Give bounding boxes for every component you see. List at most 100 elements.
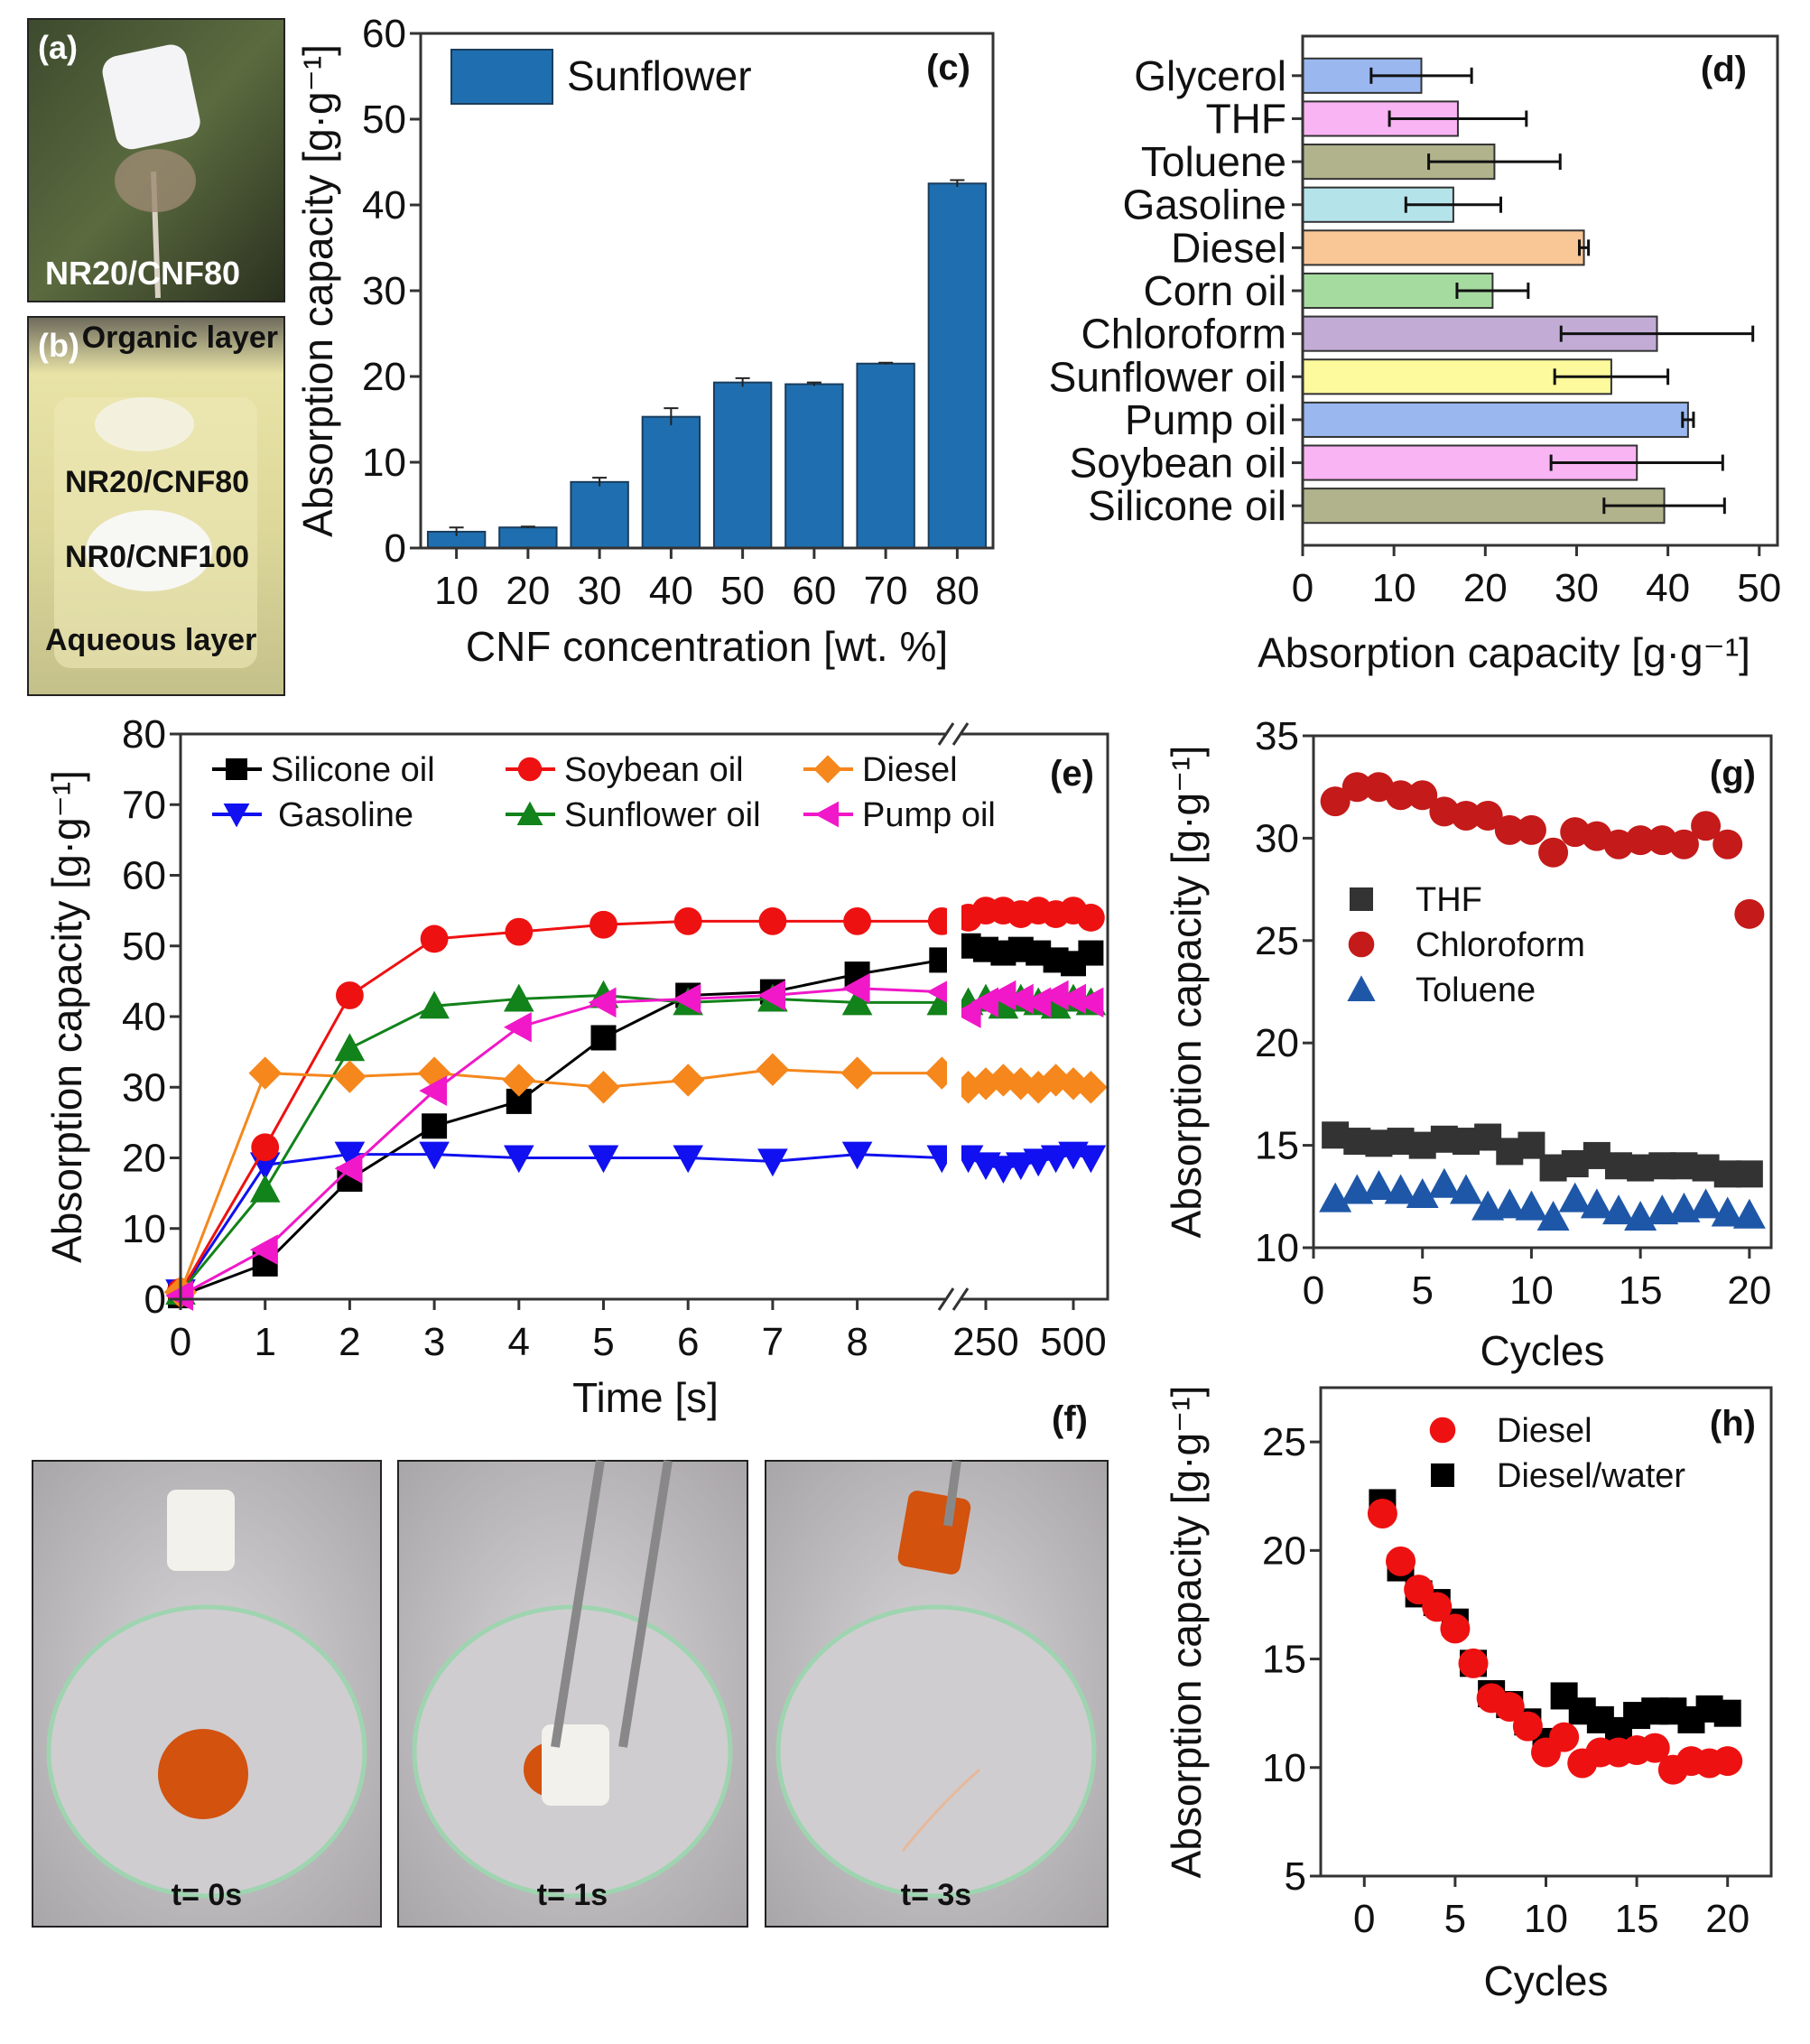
axis-break-mark (937, 1287, 955, 1311)
data-point (1407, 780, 1438, 811)
data-point (1536, 1200, 1570, 1231)
x-tick-label: 60 (792, 569, 836, 613)
data-point (1406, 1178, 1439, 1209)
data-point (672, 1064, 705, 1097)
legend-marker (1429, 1417, 1456, 1444)
data-point (336, 981, 364, 1009)
data-point (1472, 800, 1503, 831)
data-point (1516, 814, 1546, 845)
y-tick-label: 50 (122, 924, 166, 969)
data-point (1040, 1145, 1072, 1174)
legend-label: Chloroform (1416, 926, 1585, 964)
series-thf (1322, 1121, 1763, 1188)
photo-a: (a) NR20/CNF80 (27, 18, 285, 302)
series-line (179, 1153, 942, 1294)
bar (641, 415, 701, 549)
data-point (1386, 780, 1416, 811)
data-point (1422, 1592, 1453, 1622)
x-tick-label: 8 (846, 1320, 868, 1364)
legend-marker (1350, 887, 1373, 911)
panel-label: (h) (1710, 1404, 1756, 1444)
x-tick-label: 2 (339, 1320, 360, 1364)
x-tick-label: 30 (1555, 566, 1599, 610)
x-tick-label: 40 (1646, 566, 1690, 610)
bar (498, 526, 558, 550)
data-point (1450, 1174, 1482, 1204)
y-tick-label: 40 (122, 995, 166, 1039)
data-point (1668, 829, 1699, 859)
category-label: Corn oil (1143, 267, 1286, 314)
legend-label: Toluene (1416, 971, 1536, 1009)
data-point (590, 1025, 617, 1051)
legend-item: Diesel (803, 751, 958, 789)
photo-f: (f) t= 0s t= 1s t= 3s (32, 1399, 1109, 1928)
data-point (1713, 829, 1743, 859)
data-point (1471, 1190, 1505, 1221)
category-label: Sunflower oil (1049, 353, 1286, 400)
data-point (1515, 1190, 1548, 1221)
series-gasoline (165, 1141, 1107, 1307)
legend-marker (516, 801, 543, 825)
x-tick-label: 70 (864, 569, 908, 613)
data-point (417, 1056, 451, 1090)
data-point (419, 1075, 448, 1106)
data-point (673, 1145, 703, 1174)
sample-label-nr0: NR0/CNF100 (65, 540, 249, 574)
chart-g: 0 5 10 15 20 10 15 20 25 30 35 Absorption capacity … (1163, 714, 1773, 1374)
legend-marker (517, 757, 543, 782)
x-tick-label: 0 (170, 1320, 191, 1364)
legend-item: Gasoline (212, 796, 413, 834)
data-point (1493, 1188, 1527, 1219)
data-point (1734, 898, 1765, 929)
data-point (841, 1141, 873, 1170)
data-point (756, 1053, 790, 1086)
data-point (1006, 1152, 1036, 1181)
data-point (1320, 786, 1351, 817)
data-point (334, 1141, 366, 1170)
y-tick-label: 0 (144, 1278, 166, 1322)
x-tick-label: 20 (1463, 566, 1508, 610)
data-point (334, 1033, 366, 1062)
data-point (1735, 1160, 1763, 1188)
category-label: Glycerol (1134, 52, 1286, 99)
data-point (1494, 814, 1525, 845)
data-point (1602, 1194, 1635, 1225)
x-tick-label: 0 (1353, 1897, 1375, 1941)
x-tick-label: 15 (1615, 1897, 1659, 1941)
organic-layer-label: Organic layer (82, 321, 278, 355)
data-point (505, 917, 534, 946)
data-point (841, 972, 870, 1004)
y-axis-title: Absorption capacity [g·g⁻¹] (294, 44, 341, 537)
bar (570, 480, 629, 549)
x-tick-label: 1 (254, 1320, 275, 1364)
x-axis-title: Cycles (1480, 1327, 1604, 1374)
data-point (1023, 1148, 1054, 1177)
data-point (969, 1067, 1003, 1101)
data-point (1367, 1498, 1397, 1528)
x-tick-label: 10 (1524, 1897, 1568, 1941)
data-point (588, 987, 617, 1018)
category-label: Toluene (1141, 138, 1286, 185)
series-silicone-oil (168, 933, 1104, 1309)
x-tick-label: 20 (1705, 1897, 1750, 1941)
x-tick-label: 3 (423, 1320, 445, 1364)
y-tick-label: 20 (362, 355, 406, 399)
data-point (249, 1174, 281, 1203)
legend-label: Sunflower oil (564, 796, 761, 834)
data-point (1512, 1711, 1543, 1742)
series-line (179, 919, 942, 1293)
y-tick-label: 60 (362, 12, 406, 56)
series-diesel (163, 1053, 1108, 1309)
legend-label: Gasoline (278, 796, 413, 834)
legend-marker (1348, 931, 1375, 958)
photo-f-caption-0: t= 0s (172, 1878, 242, 1912)
series-pump-oil (165, 972, 1104, 1311)
y-tick-label: 25 (1262, 1420, 1306, 1464)
legend-label: Diesel/water (1497, 1457, 1685, 1495)
chart-c: 10 20 30 40 50 60 70 80 0 10 20 30 40 50 60 Absorption … (294, 12, 995, 670)
data-point (334, 1153, 363, 1185)
legend-label: Silicone oil (271, 751, 435, 789)
y-tick-label: 35 (1255, 714, 1299, 758)
series-line (179, 1068, 942, 1293)
